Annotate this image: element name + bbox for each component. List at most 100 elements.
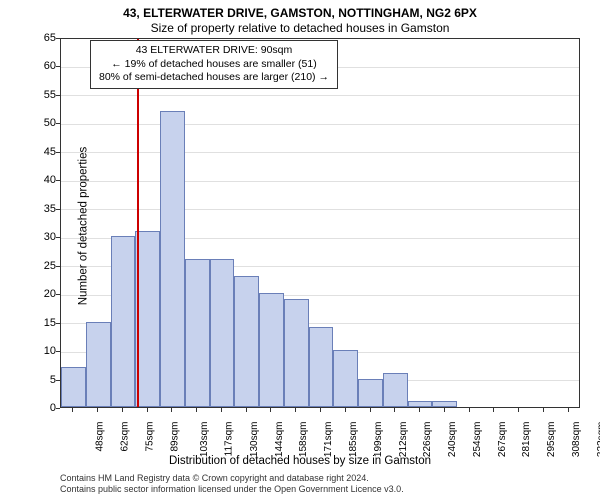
y-tick-label: 25 [44,260,56,272]
histogram-bar [210,259,235,407]
annotation-line2: ← 19% of detached houses are smaller (51… [99,58,329,72]
x-tick-mark [543,408,544,412]
x-tick-label: 322sqm [596,422,600,458]
y-tick-mark [56,95,60,96]
histogram-bar [234,276,259,407]
histogram-bar [160,111,185,407]
x-tick-mark [295,408,296,412]
x-tick-mark [246,408,247,412]
y-tick-mark [56,180,60,181]
y-tick-label: 20 [44,288,56,300]
chart-title-main: 43, ELTERWATER DRIVE, GAMSTON, NOTTINGHA… [0,0,600,20]
histogram-bar [86,322,111,407]
y-tick-mark [56,123,60,124]
x-tick-label: 48sqm [95,422,106,452]
y-tick-label: 60 [44,60,56,72]
x-tick-label: 89sqm [169,422,180,452]
y-tick-label: 30 [44,231,56,243]
x-tick-label: 130sqm [249,422,260,458]
x-tick-mark [419,408,420,412]
annotation-line1: 43 ELTERWATER DRIVE: 90sqm [99,44,329,58]
x-tick-mark [196,408,197,412]
footer-line2: Contains public sector information licen… [60,484,404,495]
y-tick-label: 10 [44,345,56,357]
x-tick-mark [493,408,494,412]
histogram-bar [333,350,358,407]
x-tick-mark [568,408,569,412]
x-tick-label: 75sqm [144,422,155,452]
histogram-bar [358,379,383,407]
y-tick-label: 65 [44,32,56,44]
histogram-bar [432,401,457,407]
chart-title-sub: Size of property relative to detached ho… [0,20,600,35]
x-tick-mark [345,408,346,412]
x-tick-mark [370,408,371,412]
plot-area [60,38,580,408]
histogram-bar [111,236,136,407]
x-tick-label: 185sqm [348,422,359,458]
x-tick-label: 171sqm [323,422,334,458]
y-tick-label: 55 [44,89,56,101]
y-axis-label: Number of detached properties [77,147,89,306]
histogram-bar [408,401,433,407]
annotation-line3: 80% of semi-detached houses are larger (… [99,71,329,85]
reference-line [137,39,139,407]
x-tick-mark [394,408,395,412]
y-tick-mark [56,237,60,238]
y-tick-mark [56,152,60,153]
histogram-bar [135,231,160,407]
x-tick-mark [444,408,445,412]
x-tick-label: 254sqm [472,422,483,458]
x-tick-label: 240sqm [447,422,458,458]
x-tick-label: 117sqm [224,422,235,457]
x-tick-mark [97,408,98,412]
y-tick-label: 50 [44,117,56,129]
gridline [61,209,579,210]
y-tick-mark [56,266,60,267]
chart-container: 43, ELTERWATER DRIVE, GAMSTON, NOTTINGHA… [0,0,600,500]
x-tick-label: 144sqm [274,422,285,458]
gridline [61,152,579,153]
x-tick-mark [147,408,148,412]
y-tick-mark [56,408,60,409]
x-tick-mark [72,408,73,412]
histogram-bar [309,327,334,407]
y-tick-mark [56,323,60,324]
histogram-bar [383,373,408,407]
gridline [61,181,579,182]
annotation-box: 43 ELTERWATER DRIVE: 90sqm ← 19% of deta… [90,40,338,89]
chart-footer: Contains HM Land Registry data © Crown c… [60,473,404,495]
x-tick-label: 281sqm [521,422,532,458]
x-tick-label: 199sqm [373,422,384,458]
x-tick-mark [270,408,271,412]
y-tick-mark [56,380,60,381]
x-tick-mark [122,408,123,412]
histogram-bar [284,299,309,407]
x-tick-label: 62sqm [120,422,131,452]
y-tick-label: 15 [44,317,56,329]
x-tick-label: 103sqm [200,422,211,458]
x-tick-mark [320,408,321,412]
footer-line1: Contains HM Land Registry data © Crown c… [60,473,404,484]
y-tick-mark [56,351,60,352]
gridline [61,124,579,125]
x-tick-label: 308sqm [571,422,582,458]
x-tick-mark [469,408,470,412]
x-tick-label: 212sqm [398,422,409,458]
histogram-bar [259,293,284,407]
y-tick-mark [56,66,60,67]
histogram-bar [61,367,86,407]
y-tick-mark [56,38,60,39]
y-tick-label: 35 [44,203,56,215]
x-tick-label: 226sqm [422,422,433,458]
gridline [61,95,579,96]
y-tick-mark [56,294,60,295]
x-tick-mark [171,408,172,412]
x-tick-label: 267sqm [497,422,508,458]
x-tick-mark [518,408,519,412]
x-tick-label: 158sqm [299,422,310,458]
histogram-bar [185,259,210,407]
y-tick-label: 40 [44,174,56,186]
x-tick-mark [221,408,222,412]
y-tick-mark [56,209,60,210]
